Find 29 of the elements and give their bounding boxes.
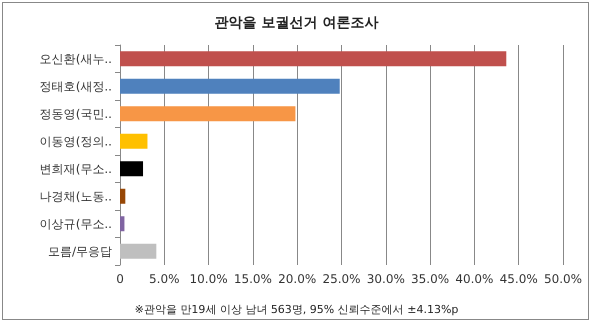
x-tick-label: 35.0% [411,272,450,286]
bar [120,78,340,94]
y-tick-label: 이상규(무소.. [40,216,112,231]
x-tick-label: 50.0% [544,272,582,286]
x-tick-label: 40.0% [455,272,494,286]
y-tick-label: 나경채(노동.. [40,189,112,204]
chart-title: 관악을 보궐선거 여론조사 [214,15,378,31]
text: ※관악을 만19세 이상 남녀 563명, 95% 신뢰수준에서 ±4.13%p [134,303,458,316]
x-tick-label: 5.0% [149,272,180,286]
y-tick-label: 오신환(새누.. [40,52,112,66]
y-tick-label: 이동영(정의.. [40,134,112,148]
x-tick-label: 0 [116,272,124,286]
x-tick-label: 30.0% [366,272,405,286]
x-tick-label: 25.0% [322,272,361,286]
x-tick-label: 20.0% [278,272,316,286]
x-tick-label: 15.0% [234,272,272,286]
y-tick-label: 정동영(국민.. [40,106,112,121]
bar [120,244,156,259]
bar [120,161,144,176]
y-tick-label: 정태호(새정.. [40,79,112,94]
y-tick-label: 모름/무응답 [48,244,112,258]
bar [120,106,296,122]
bar [120,188,126,204]
y-tick-label: 변희재(무소.. [40,162,112,176]
x-tick-label: 45.0% [500,272,538,286]
bar [120,51,506,66]
bar [120,134,148,149]
bar [120,216,124,232]
x-tick-label: 10.0% [190,272,228,286]
